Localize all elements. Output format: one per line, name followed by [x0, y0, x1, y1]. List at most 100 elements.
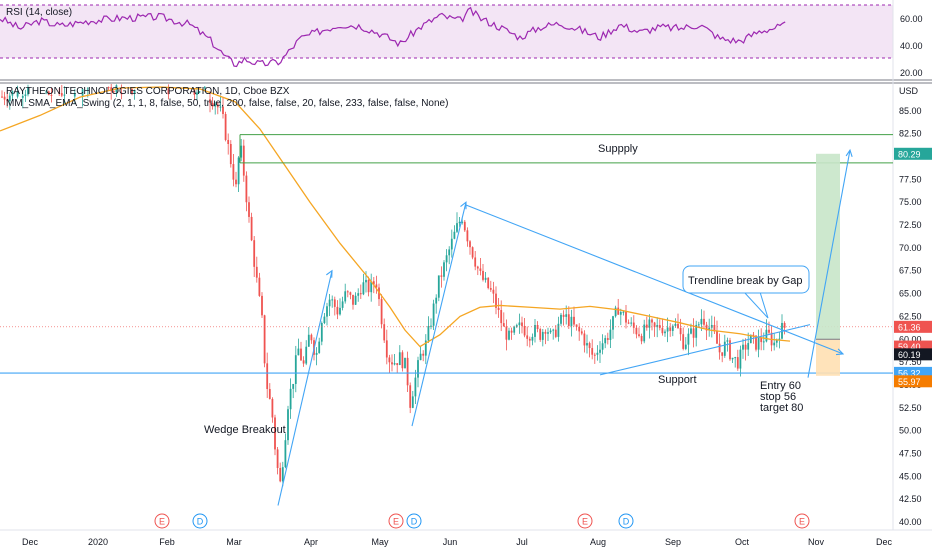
candle-body [695, 324, 698, 338]
candle-body [287, 409, 289, 441]
candle-body [710, 324, 713, 328]
trendline-callout[interactable]: Trendline break by Gap [682, 265, 810, 319]
target-projection-line [807, 150, 851, 378]
candle-body [229, 144, 232, 165]
candle-body [541, 331, 544, 340]
candle-body [669, 327, 672, 331]
candle-body [479, 268, 482, 271]
callout-pointer [742, 291, 769, 319]
candle-body [263, 315, 266, 364]
candle-body [578, 326, 581, 332]
time-tick-label: Dec [876, 537, 893, 547]
candle-body [708, 327, 711, 331]
price-label-text: 80.29 [898, 149, 921, 159]
candle-body [133, 89, 136, 94]
candle-body [471, 247, 474, 258]
candle-body [375, 284, 378, 288]
rsi-line [0, 6, 786, 68]
candle-body [617, 307, 620, 315]
candle-body [235, 179, 237, 185]
candle-body [599, 349, 601, 353]
earnings-marker[interactable] [154, 513, 170, 529]
trade-line: Entry 60 [760, 380, 801, 392]
candle-body [323, 316, 326, 323]
candle-body [684, 344, 687, 349]
earnings-marker[interactable] [388, 513, 404, 529]
target-zone[interactable] [816, 153, 840, 340]
candle-body [370, 281, 373, 293]
candle-body [565, 314, 568, 317]
candle-body [632, 322, 635, 328]
candle-body [388, 357, 391, 363]
candle-body [510, 330, 513, 333]
candle-body [120, 92, 123, 95]
candle-body [435, 297, 438, 304]
candle-body [778, 338, 781, 340]
candle-body [404, 357, 406, 369]
candle-body [167, 88, 170, 95]
price-tick-label: 77.50 [899, 174, 922, 184]
trend-lines [277, 148, 853, 506]
candle-body [24, 94, 27, 97]
candle-body [240, 145, 243, 158]
rsi-pane: RSI (14, close) 60.00 40.00 20.00 [0, 4, 923, 78]
candle-body [406, 357, 409, 386]
wedge-breakout-arrow [277, 270, 333, 506]
dividend-marker[interactable] [618, 513, 634, 529]
price-tick-label: 72.50 [899, 220, 922, 230]
candle-body [214, 104, 217, 107]
candle-body [331, 299, 334, 301]
candle-body [300, 348, 302, 361]
candle-body [762, 341, 765, 343]
candle-body [284, 440, 287, 468]
candle-body [266, 363, 269, 390]
candle-body [81, 89, 84, 96]
candle-body [775, 339, 778, 343]
time-tick-label: Nov [808, 537, 825, 547]
candle-body [521, 322, 523, 326]
candle-body [497, 307, 500, 310]
candle-body [622, 311, 625, 313]
candle-body [666, 327, 669, 332]
time-tick-label: Apr [304, 537, 318, 547]
event-marker-label: D [411, 517, 418, 527]
candle-body [281, 467, 284, 482]
time-tick-label: Mar [226, 537, 242, 547]
candle-body [726, 340, 729, 342]
time-tick-label: Dec [22, 537, 39, 547]
candle-body [679, 328, 682, 335]
price-axis[interactable]: 40.0042.5045.0047.5050.0052.5055.0057.50… [899, 106, 922, 527]
candle-body [86, 88, 89, 90]
earnings-marker[interactable] [794, 513, 810, 529]
candle-body [731, 357, 734, 360]
candle-body [289, 388, 292, 410]
earnings-marker[interactable] [577, 513, 593, 529]
event-marker-label: E [582, 517, 588, 527]
candle-body [580, 331, 583, 334]
candle-body [391, 362, 393, 365]
candle-body [294, 355, 297, 384]
candle-body [250, 216, 253, 241]
descending-trendline [465, 204, 844, 355]
candle-body [401, 352, 404, 369]
candle-body [601, 343, 604, 350]
dividend-marker[interactable] [192, 513, 208, 529]
candle-body [690, 328, 692, 334]
candle-body [372, 281, 375, 285]
candle-body [700, 318, 703, 325]
position-box[interactable] [816, 153, 840, 376]
time-tick-label: Oct [735, 537, 750, 547]
candle-body [505, 326, 508, 340]
candle-body [357, 293, 360, 296]
candle-body [461, 221, 464, 223]
candle-body [664, 331, 666, 334]
event-marker-label: E [393, 517, 399, 527]
dividend-marker[interactable] [406, 513, 422, 529]
candle-body [245, 175, 248, 203]
candle-body [47, 91, 50, 95]
time-axis[interactable]: Dec 2020 Feb Mar Apr May Jun Jul Aug Sep Oct Nov Dec [22, 537, 893, 547]
candle-body [463, 221, 466, 231]
wedge-breakout-label: Wedge Breakout [204, 424, 286, 436]
